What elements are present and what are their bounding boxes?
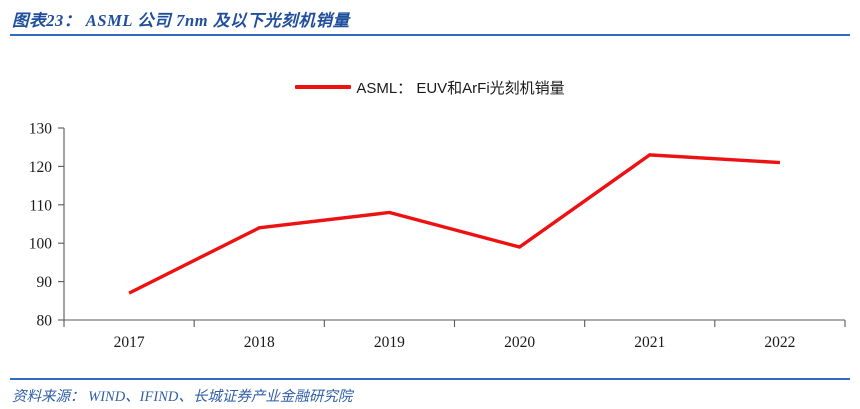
x-axis-ticks xyxy=(63,320,846,327)
title-block: 图表23： ASML 公司 7nm 及以下光刻机销量 xyxy=(0,0,860,36)
x-axis-tick-label: 2021 xyxy=(634,334,665,351)
data-series-group xyxy=(128,153,781,295)
x-axis-tick-labels: 2017 2018 2019 2020 2021 2022 xyxy=(114,334,796,351)
y-axis-tick-label: 90 xyxy=(37,274,53,291)
x-axis-tick-label: 2017 xyxy=(114,334,145,351)
y-axis-tick-labels: 80 90 100 110 120 130 xyxy=(29,121,53,330)
y-axis-ticks xyxy=(58,127,64,321)
x-axis-tick-label: 2019 xyxy=(374,334,405,351)
legend-item-label: ASML： EUV和ArFi光刻机销量 xyxy=(356,79,565,97)
chart-legend: ASML： EUV和ArFi光刻机销量 xyxy=(0,74,860,100)
y-axis-tick-label: 130 xyxy=(29,121,53,138)
x-axis-tick-label: 2022 xyxy=(764,334,795,351)
source-note: 资料来源： WIND、IFIND、长城证券产业金融研究院 xyxy=(12,389,353,405)
y-axis-tick-label: 110 xyxy=(29,197,52,214)
x-axis-tick-label: 2020 xyxy=(504,334,535,351)
legend-line-marker-icon xyxy=(295,85,352,89)
footer-divider xyxy=(10,378,850,380)
y-axis-tick-label: 80 xyxy=(37,313,53,330)
y-axis-tick-label: 120 xyxy=(29,159,53,176)
y-axis-tick-label: 100 xyxy=(29,236,53,253)
series-line-asml xyxy=(128,153,781,295)
legend-item-asml: ASML： EUV和ArFi光刻机销量 xyxy=(295,77,565,98)
x-axis-tick-label: 2018 xyxy=(244,334,275,351)
page-title: 图表23： ASML 公司 7nm 及以下光刻机销量 xyxy=(12,11,350,30)
title-divider xyxy=(10,34,850,36)
